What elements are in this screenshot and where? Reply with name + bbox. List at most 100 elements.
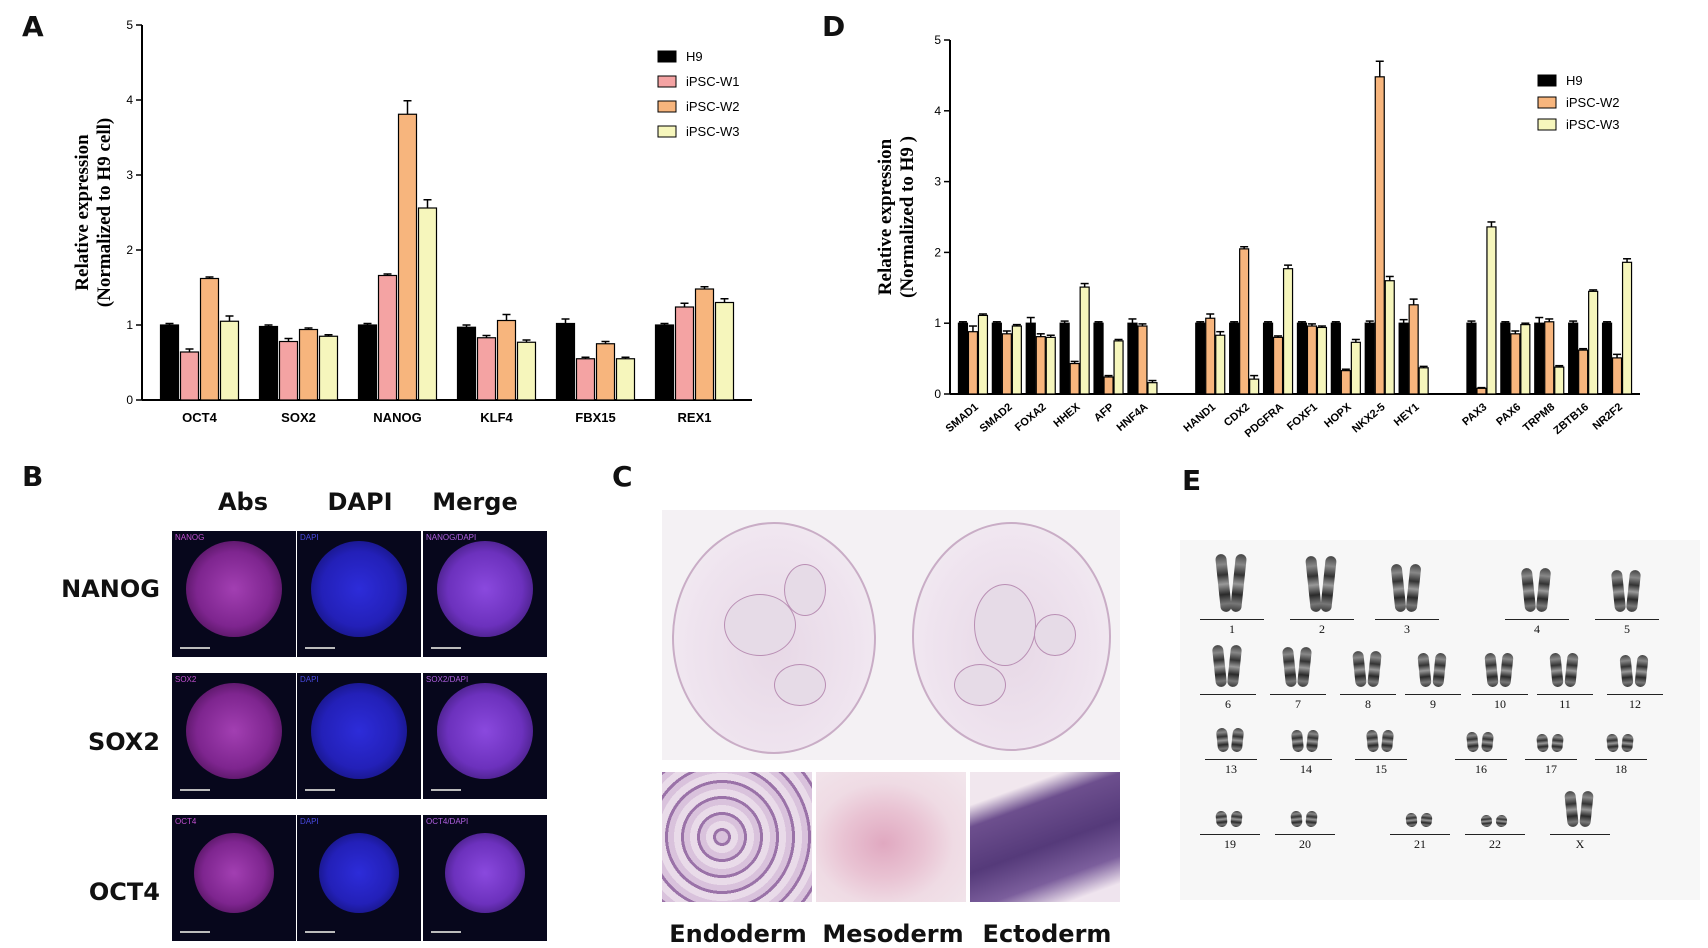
chromosome-number: 16 <box>1475 762 1487 776</box>
chromosome-pair-20 <box>1275 765 1335 835</box>
karyotype-baseline <box>1607 694 1663 695</box>
chromosome <box>1621 733 1634 753</box>
tile-caption: DAPI <box>300 533 319 542</box>
chromosome <box>1226 644 1243 688</box>
scale-bar <box>431 931 461 933</box>
x-tick-label: NKX2-5 <box>1350 401 1388 435</box>
chromosome-pair-5 <box>1595 540 1659 620</box>
colony-image <box>319 833 399 913</box>
colony-image <box>194 833 274 913</box>
ectoderm-histology-image <box>970 772 1120 902</box>
bar-ipsc-w3-sox2 <box>318 335 339 401</box>
chromosome <box>1551 733 1564 753</box>
bar-ipsc-w1-fbx15 <box>575 358 596 401</box>
panel-letter-a: A <box>22 10 44 43</box>
tile-caption: OCT4 <box>175 817 197 826</box>
bar-ipsc-w2-zbtb16 <box>1578 349 1589 395</box>
bar-h9-oct4 <box>159 324 180 401</box>
bar-ipsc-w3-oct4 <box>219 320 240 401</box>
legend-swatch <box>1537 96 1557 109</box>
colony-image <box>186 541 282 637</box>
colony-image <box>445 833 525 913</box>
panel-letter-b: B <box>22 460 44 493</box>
bar-ipsc-w2-nkx2-5 <box>1374 76 1385 395</box>
bar-ipsc-w2-klf4 <box>496 319 517 401</box>
bar-ipsc-w1-rex1 <box>674 306 695 401</box>
bar-ipsc-w2-hey1 <box>1408 304 1419 395</box>
karyotype-baseline <box>1205 759 1257 760</box>
chromosome-number: 4 <box>1534 622 1540 636</box>
karyotype-baseline <box>1375 619 1439 620</box>
bar-h9-trpm8 <box>1534 322 1545 395</box>
chromosome <box>1320 555 1337 613</box>
bar-h9-nr2f2 <box>1601 322 1613 395</box>
x-tick-label: PAX6 <box>1494 401 1523 428</box>
x-tick-label: HNF4A <box>1115 401 1151 434</box>
chromosome <box>1352 650 1367 688</box>
y-axis-label: Relative expression <box>72 134 93 291</box>
chromosome <box>1432 652 1447 688</box>
bar-h9-sox2 <box>258 325 279 401</box>
x-tick-label: SMAD1 <box>944 401 981 435</box>
chromosome-number: 10 <box>1494 697 1506 711</box>
chromosome-number: 15 <box>1375 762 1387 776</box>
y-tick-label: 3 <box>934 175 941 189</box>
tile-caption: NANOG/DAPI <box>426 533 477 542</box>
y-axis-label-line2: (Normalized to H9 ) <box>897 136 918 298</box>
chromosome-pair-7 <box>1270 625 1326 695</box>
colony-image <box>311 683 407 779</box>
bar-ipsc-w3-pax6 <box>1520 324 1531 395</box>
bar-ipsc-w2-nanog <box>397 113 418 401</box>
chromosome-pair-16 <box>1455 700 1507 760</box>
chromosome <box>1625 569 1642 613</box>
panel-letter-e: E <box>1182 464 1202 497</box>
chromosome <box>1417 652 1432 688</box>
bar-ipsc-w2-sox2 <box>298 328 319 401</box>
bar-ipsc-w3-hey1 <box>1418 367 1429 395</box>
teratoma-overview-image <box>662 510 1120 760</box>
karyotype-baseline <box>1505 619 1569 620</box>
bar-h9-nkx2-5 <box>1364 322 1375 395</box>
scale-bar <box>305 931 335 933</box>
tile-caption: DAPI <box>300 675 319 684</box>
bar-ipsc-w3-smad1 <box>977 314 989 395</box>
x-tick-label: HAND1 <box>1181 401 1218 435</box>
tile-caption: SOX2 <box>175 675 197 684</box>
y-tick-label: 0 <box>934 387 941 401</box>
chromosome-pair-9 <box>1405 625 1461 695</box>
b-row-label-oct4: OCT4 <box>88 878 160 906</box>
mesoderm-histology-image <box>816 772 966 902</box>
x-tick-label: PAX3 <box>1460 401 1489 428</box>
bar-ipsc-w3-trpm8 <box>1554 366 1565 395</box>
legend-swatch <box>1537 118 1557 131</box>
colony-image <box>311 541 407 637</box>
bar-h9-nanog <box>357 324 378 401</box>
chromosome <box>1480 731 1495 753</box>
bar-ipsc-w2-cdx2 <box>1239 248 1250 395</box>
bar-ipsc-w3-foxa2 <box>1045 336 1056 395</box>
label-mesoderm: Mesoderm <box>822 920 964 948</box>
chromosome <box>1610 569 1627 613</box>
chromosome-pair-1 <box>1200 540 1264 620</box>
bar-h9-afp <box>1093 322 1104 395</box>
if-tile-oct4-merge: OCT4/DAPI <box>423 815 547 941</box>
scale-bar <box>431 789 461 791</box>
chromosome <box>1536 733 1549 753</box>
karyotype-baseline <box>1280 759 1332 760</box>
scale-bar <box>305 789 335 791</box>
chromosome <box>1619 654 1634 688</box>
karyotype-baseline <box>1595 759 1647 760</box>
bar-ipsc-w3-foxf1 <box>1316 326 1328 395</box>
chromosome-number: 22 <box>1489 837 1501 851</box>
legend-swatch <box>1537 74 1557 87</box>
legend-swatch <box>657 75 677 88</box>
if-tile-nanog-merge: NANOG/DAPI <box>423 531 547 657</box>
bar-h9-pax6 <box>1500 322 1511 395</box>
chromosome-number: 3 <box>1404 622 1410 636</box>
x-tick-label: KLF4 <box>480 410 513 425</box>
x-tick-label: FOXA2 <box>1013 401 1049 434</box>
karyotype-baseline <box>1465 834 1525 835</box>
chromosome-number: 5 <box>1624 622 1630 636</box>
scale-bar <box>431 647 461 649</box>
bar-h9-zbtb16 <box>1568 322 1579 395</box>
